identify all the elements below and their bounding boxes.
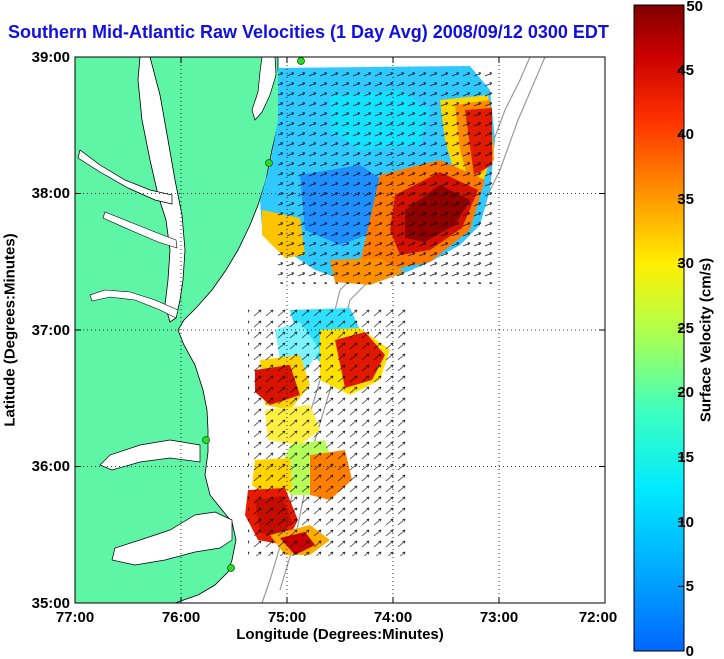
station-marker[interactable] <box>202 436 210 444</box>
y-tick-label: 35:00 <box>32 595 70 612</box>
x-tick-label: 74:00 <box>374 609 412 626</box>
albemarle-sound <box>99 439 201 471</box>
colorbar-tick-label: 40 <box>677 126 694 143</box>
pamlico-sound <box>111 511 233 566</box>
grid <box>75 57 605 603</box>
colorbar-tick-label: 15 <box>677 449 694 466</box>
colorbar-tick-label: 5 <box>686 578 694 595</box>
rappahannock-river <box>102 211 178 249</box>
james-river <box>89 289 179 319</box>
y-tick-label: 38:00 <box>32 185 70 202</box>
velocity-field-south <box>245 308 408 556</box>
delaware-bay <box>251 57 277 121</box>
map-title: Southern Mid-Atlantic Raw Velocities (1 … <box>8 22 609 42</box>
x-axis-label: Longitude (Degrees:Minutes) <box>236 626 444 643</box>
y-tick-label: 37:00 <box>32 322 70 339</box>
x-tick-label: 72:00 <box>579 609 617 626</box>
radar-stations <box>202 57 305 572</box>
colorbar <box>633 4 685 652</box>
title-clip: Southern Mid-Atlantic Raw Velocities (1 … <box>0 18 630 48</box>
colorbar-tick-label: 10 <box>677 514 694 531</box>
station-marker[interactable] <box>265 159 273 167</box>
station-marker[interactable] <box>297 57 305 65</box>
y-tick-labels: 39:00 38:00 37:00 36:00 35:00 <box>32 49 70 612</box>
velocity-field-north <box>260 66 495 285</box>
x-tick-label: 73:00 <box>480 609 518 626</box>
x-tick-label: 75:00 <box>268 609 306 626</box>
potomac-river <box>77 149 173 205</box>
colorbar-tick-label: 20 <box>677 384 694 401</box>
colorbar-tick-label: 25 <box>677 320 694 337</box>
colorbar-tick-labels: 0 5 10 15 20 25 30 35 40 45 50 <box>677 0 703 659</box>
colorbar-ticks <box>678 69 684 587</box>
tick-marks <box>75 57 605 603</box>
x-tick-label: 76:00 <box>162 609 200 626</box>
colorbar-tick-label: 30 <box>677 255 694 272</box>
colorbar-tick-label: 50 <box>686 0 703 15</box>
station-marker[interactable] <box>227 564 235 572</box>
y-axis-label: Latitude (Degrees:Minutes) <box>1 233 19 427</box>
colorbar-title: Surface Velocity (cm/s) <box>697 257 715 423</box>
colorbar-tick-label: 0 <box>686 643 694 659</box>
y-tick-label: 39:00 <box>32 49 70 66</box>
x-tick-label: 77:00 <box>56 609 94 626</box>
y-tick-label: 36:00 <box>32 458 70 475</box>
colorbar-tick-label: 45 <box>677 62 694 79</box>
x-tick-labels: 77:00 76:00 75:00 74:00 73:00 72:00 <box>56 609 617 626</box>
colorbar-tick-label: 35 <box>677 191 694 208</box>
